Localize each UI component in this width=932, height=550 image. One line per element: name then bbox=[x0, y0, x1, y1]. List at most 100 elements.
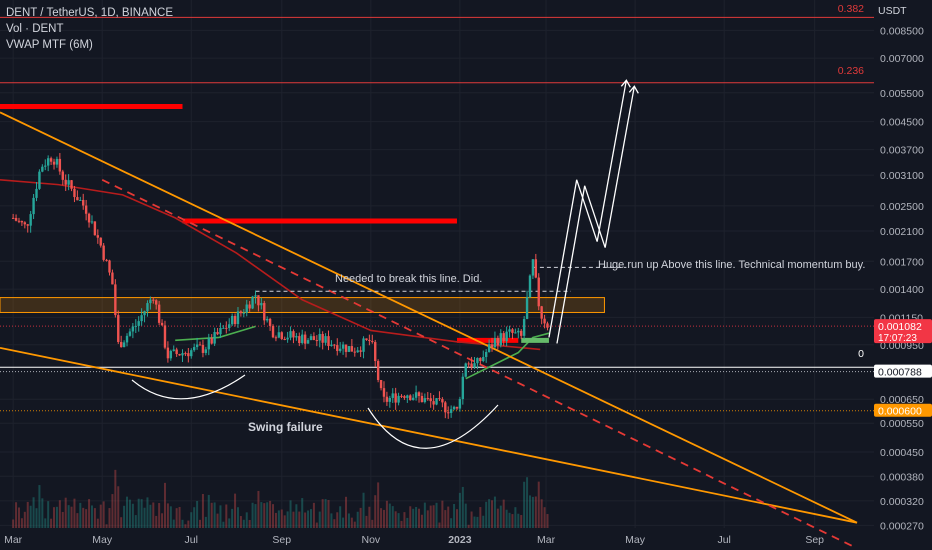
candle-body bbox=[128, 331, 132, 336]
volume-bar bbox=[245, 512, 248, 528]
candle-body bbox=[461, 376, 465, 400]
volume-bar bbox=[184, 524, 187, 528]
x-tick-label: Jul bbox=[185, 534, 198, 546]
candle-body bbox=[178, 354, 181, 356]
candle-body bbox=[102, 245, 105, 260]
candle-body bbox=[195, 344, 199, 348]
volume-bar bbox=[315, 522, 318, 528]
volume-bar bbox=[67, 505, 70, 528]
price-axis[interactable]: USDT 0.008500 0.007000 0.005500 0.004500 0.0… bbox=[874, 0, 932, 550]
vwap-indicator-label[interactable]: VWAP MTF (6M) bbox=[6, 39, 93, 51]
candle-body bbox=[187, 353, 190, 357]
volume-bar bbox=[88, 499, 91, 528]
volume-bar bbox=[263, 503, 266, 528]
candle-body bbox=[362, 338, 365, 352]
vwap-line-1 bbox=[175, 325, 256, 342]
volume-bar bbox=[280, 509, 283, 528]
candle-body bbox=[73, 188, 76, 198]
volume-bar bbox=[347, 513, 350, 528]
volume-bar bbox=[146, 497, 149, 528]
volume-bar bbox=[496, 508, 499, 528]
candle-body bbox=[108, 260, 111, 273]
candle-body bbox=[228, 324, 231, 328]
volume-bar bbox=[117, 486, 120, 528]
candle-body bbox=[17, 220, 21, 222]
x-tick-label: Mar bbox=[537, 534, 556, 546]
volume-bar bbox=[50, 518, 53, 528]
volume-bar bbox=[172, 519, 175, 528]
candle-body bbox=[473, 363, 476, 368]
candle-body bbox=[219, 327, 222, 335]
candle-body bbox=[470, 363, 473, 368]
price-badge bbox=[874, 319, 932, 344]
volume-bar bbox=[166, 503, 169, 528]
volume-bar bbox=[473, 516, 476, 528]
volume-bar bbox=[76, 513, 79, 528]
candle-body bbox=[201, 344, 205, 353]
volume-bar bbox=[537, 481, 540, 528]
volume-bar bbox=[511, 514, 514, 528]
candle-body bbox=[181, 353, 184, 356]
price-badge-countdown: 17:07:23 bbox=[878, 333, 917, 344]
volume-bar bbox=[26, 501, 29, 528]
volume-bar bbox=[234, 493, 237, 528]
volume-bar bbox=[248, 520, 251, 528]
volume-bar bbox=[365, 515, 368, 528]
projection-arrowhead bbox=[628, 85, 639, 94]
candle-body bbox=[149, 299, 152, 304]
symbol-title[interactable]: DENT / TetherUS, 1D, BINANCE bbox=[6, 7, 174, 19]
volume-bar bbox=[470, 511, 473, 528]
volume-bar bbox=[540, 499, 543, 528]
candle-body bbox=[365, 338, 368, 340]
candle-body bbox=[333, 344, 336, 346]
volume-bar bbox=[85, 509, 88, 528]
candle-body bbox=[341, 344, 345, 349]
candle-body bbox=[274, 337, 278, 339]
volume-bar bbox=[82, 507, 85, 528]
candle-body bbox=[35, 188, 38, 198]
volume-bar bbox=[79, 502, 82, 528]
candle-body bbox=[99, 237, 102, 246]
candle-body bbox=[452, 406, 456, 410]
candle-body bbox=[312, 336, 316, 341]
volume-bar bbox=[274, 512, 277, 528]
volume-bar bbox=[309, 509, 312, 528]
candle-body bbox=[517, 330, 520, 333]
candle-body bbox=[385, 396, 389, 402]
volume-bar bbox=[163, 482, 166, 528]
candle-body bbox=[543, 318, 546, 324]
currency-label: USDT bbox=[878, 5, 907, 17]
candle-body bbox=[140, 315, 143, 322]
volume-bar bbox=[371, 519, 374, 528]
candle-body bbox=[464, 363, 467, 377]
candle-body bbox=[26, 224, 29, 226]
candle-body bbox=[438, 398, 441, 400]
candle-body bbox=[353, 351, 356, 353]
volume-bar bbox=[385, 500, 388, 528]
candle-body bbox=[420, 395, 424, 403]
candle-body bbox=[280, 332, 283, 339]
candle-body bbox=[487, 344, 491, 353]
volume-bar bbox=[143, 507, 146, 528]
time-axis[interactable]: Mar May Jul Sep Nov 2023 Mar May Jul Sep bbox=[0, 528, 874, 550]
candle-body bbox=[268, 318, 272, 326]
candle-body bbox=[184, 353, 187, 355]
volume-bar bbox=[190, 512, 193, 528]
volume-bar bbox=[391, 506, 394, 528]
volume-bar bbox=[493, 496, 496, 528]
volume-bar bbox=[242, 519, 245, 528]
projection-path-1 bbox=[548, 80, 627, 338]
volume-bar bbox=[491, 500, 494, 528]
candle-body bbox=[309, 336, 313, 341]
volume-indicator-label[interactable]: Vol · DENT bbox=[6, 23, 64, 35]
volume-bar bbox=[298, 511, 301, 528]
candle-body bbox=[359, 350, 362, 352]
candle-body bbox=[245, 304, 248, 313]
candle-body bbox=[426, 398, 429, 400]
volume-bar bbox=[534, 496, 537, 528]
y-tick-label: 0.002100 bbox=[880, 226, 924, 238]
x-tick-label: Jul bbox=[717, 534, 730, 546]
candles bbox=[11, 153, 549, 419]
volume-bar bbox=[283, 515, 286, 528]
